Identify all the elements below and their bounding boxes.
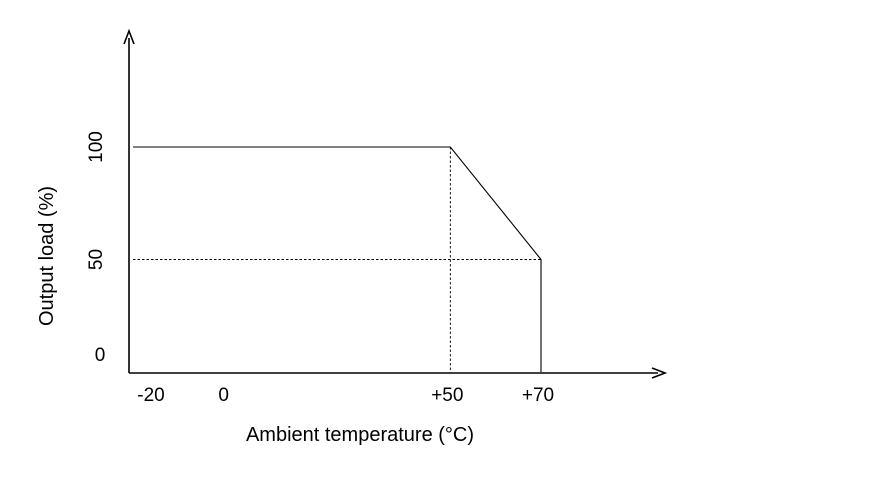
x-axis-title: Ambient temperature (°C)	[246, 424, 474, 446]
y-tick-label-1: 50	[86, 249, 107, 270]
x-tick-label-0: -20	[137, 385, 164, 406]
x-tick-label-1: 0	[218, 385, 229, 406]
x-tick-label-2: +50	[431, 385, 463, 406]
x-axis-arrow	[651, 367, 668, 379]
y-tick-label-2: 100	[86, 131, 107, 163]
x-tick-labels: -20 0 +50 +70	[137, 385, 554, 406]
y-tick-label-0: 0	[95, 345, 106, 366]
series-line-0	[133, 146, 542, 372]
y-axis-arrow	[123, 28, 135, 45]
series	[133, 146, 542, 372]
y-axis-title: Output load (%)	[36, 186, 58, 326]
x-tick-label-3: +70	[522, 385, 554, 406]
reference-lines	[133, 147, 541, 372]
axes	[123, 28, 668, 379]
y-tick-labels: 0 50 100	[86, 131, 107, 366]
